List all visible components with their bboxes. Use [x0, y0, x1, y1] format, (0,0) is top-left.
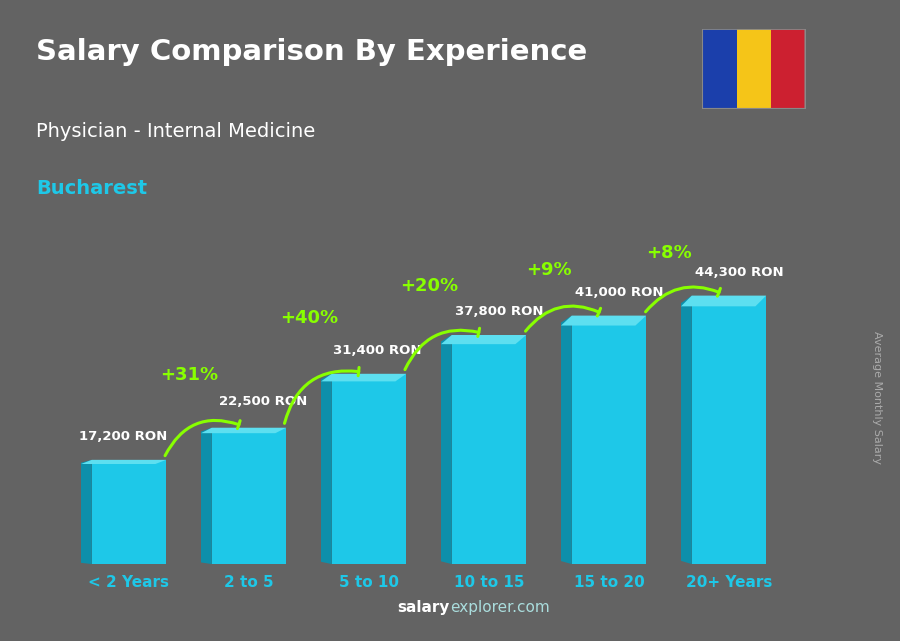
Text: 37,800 RON: 37,800 RON — [455, 305, 544, 319]
Polygon shape — [321, 374, 332, 564]
Polygon shape — [681, 296, 692, 564]
Polygon shape — [201, 428, 212, 564]
Text: Physician - Internal Medicine: Physician - Internal Medicine — [36, 122, 315, 141]
Text: +40%: +40% — [280, 309, 338, 327]
Bar — [692, 296, 766, 564]
Polygon shape — [81, 460, 92, 564]
Polygon shape — [561, 315, 646, 326]
Polygon shape — [201, 428, 286, 433]
Text: +31%: +31% — [160, 367, 218, 385]
Polygon shape — [681, 296, 766, 306]
Polygon shape — [441, 335, 452, 564]
Text: 31,400 RON: 31,400 RON — [333, 344, 421, 357]
Bar — [702, 29, 736, 109]
Text: explorer.com: explorer.com — [450, 601, 550, 615]
Polygon shape — [81, 460, 166, 464]
Polygon shape — [321, 374, 406, 381]
Text: Salary Comparison By Experience: Salary Comparison By Experience — [36, 38, 587, 67]
Text: Bucharest: Bucharest — [36, 179, 147, 199]
Bar — [92, 460, 166, 564]
Text: Average Monthly Salary: Average Monthly Salary — [872, 331, 883, 464]
Bar — [212, 428, 286, 564]
Text: +8%: +8% — [646, 244, 692, 262]
Text: 17,200 RON: 17,200 RON — [78, 430, 166, 443]
Text: 22,500 RON: 22,500 RON — [219, 395, 307, 408]
Bar — [452, 335, 526, 564]
Polygon shape — [441, 335, 526, 344]
Text: 44,300 RON: 44,300 RON — [696, 266, 784, 279]
Polygon shape — [561, 315, 572, 564]
Bar — [332, 374, 406, 564]
Bar — [572, 315, 646, 564]
Bar — [771, 29, 806, 109]
Text: 41,000 RON: 41,000 RON — [575, 286, 664, 299]
Text: +9%: +9% — [526, 261, 572, 279]
Text: salary: salary — [398, 601, 450, 615]
Bar — [736, 29, 771, 109]
Text: +20%: +20% — [400, 277, 458, 295]
